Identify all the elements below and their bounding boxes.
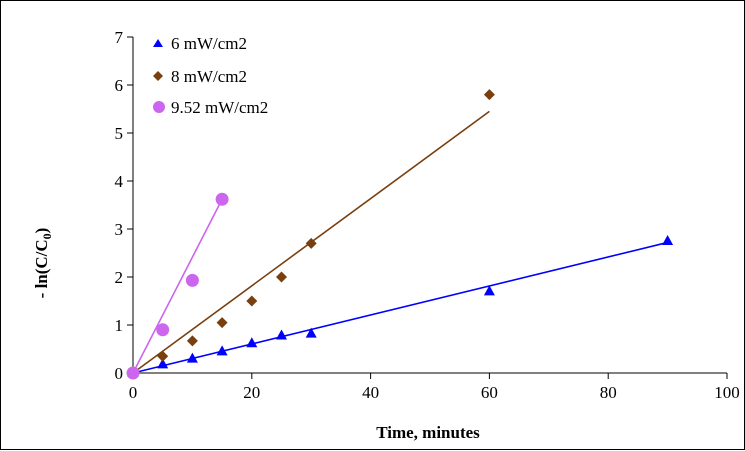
- data-point-triangle-s0: [305, 327, 317, 338]
- data-point-diamond-s1: [276, 271, 287, 283]
- y-tick-label: 6: [115, 76, 124, 95]
- legend-marker-triangle-icon: [153, 39, 163, 47]
- y-axis-label-subscript: 0: [40, 233, 54, 239]
- legend-label-952mw: 9.52 mW/cm2: [171, 98, 268, 117]
- data-point-circle-s2: [156, 323, 170, 337]
- y-tick-label: 4: [115, 172, 124, 191]
- x-tick-label: 40: [362, 383, 379, 402]
- x-tick-label: 60: [481, 383, 498, 402]
- data-point-triangle-s0: [186, 352, 198, 363]
- x-tick-label: 100: [714, 383, 740, 402]
- y-axis-label-close: ): [32, 228, 51, 234]
- data-point-diamond-s1: [157, 350, 169, 362]
- data-point-triangle-s0: [662, 235, 674, 245]
- data-point-triangle-s0: [246, 337, 258, 348]
- data-point-diamond-s1: [216, 317, 228, 329]
- data-point-diamond-s1: [483, 89, 495, 101]
- x-axis-label: Time, minutes: [376, 423, 480, 442]
- fit-line-series-0: [132, 241, 668, 374]
- data-point-circle-s2: [185, 273, 199, 287]
- x-tick-label: 0: [129, 383, 138, 402]
- legend-marker-diamond-icon: [153, 71, 163, 81]
- data-point-circle-s2: [126, 366, 140, 380]
- y-tick-label: 3: [115, 220, 124, 239]
- data-point-triangle-s0: [276, 329, 287, 340]
- data-point-triangle-s0: [157, 358, 169, 369]
- y-tick-label: 0: [115, 364, 124, 383]
- plot-area: 0 1 2 3 4 5 6 7 0 20 40 60 80 100: [115, 28, 740, 402]
- fit-line-series-2: [132, 198, 223, 374]
- data-point-diamond-s1: [246, 295, 258, 307]
- y-axis-label: - ln(C/C0): [32, 228, 54, 299]
- legend-marker-circle-icon: [153, 101, 165, 113]
- data-point-diamond-s1: [186, 335, 198, 347]
- legend: 6 mW/cm2 8 mW/cm2 9.52 mW/cm2: [153, 34, 268, 117]
- data-point-circle-s2: [215, 192, 229, 206]
- y-tick-label: 5: [115, 124, 124, 143]
- y-tick-label: 7: [115, 28, 124, 47]
- legend-label-8mw: 8 mW/cm2: [171, 67, 247, 86]
- y-axis-label-main: - ln(C/C: [32, 239, 51, 298]
- legend-entry-6mw: 6 mW/cm2: [153, 34, 247, 53]
- y-tick-label: 1: [115, 316, 124, 335]
- legend-entry-952mw: 9.52 mW/cm2: [153, 98, 268, 117]
- x-tick-label: 20: [243, 383, 260, 402]
- data-point-triangle-s0: [483, 285, 495, 296]
- legend-entry-8mw: 8 mW/cm2: [153, 67, 247, 86]
- legend-label-6mw: 6 mW/cm2: [171, 34, 247, 53]
- data-point-diamond-s1: [305, 237, 317, 249]
- x-tick-label: 80: [600, 383, 617, 402]
- y-tick-label: 2: [115, 268, 124, 287]
- data-point-triangle-s0: [216, 345, 228, 356]
